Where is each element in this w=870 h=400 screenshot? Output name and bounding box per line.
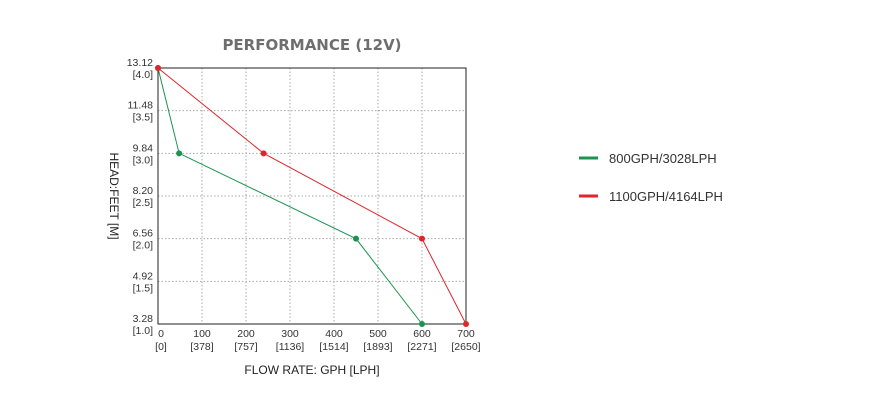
- x-tick-label: 300: [281, 328, 299, 340]
- plot-frame: [157, 67, 467, 325]
- x-tick-label: 500: [369, 328, 387, 340]
- chart-title: PERFORMANCE (12V): [222, 36, 401, 54]
- x-axis-ticks: 0[0] 100[378] 200[757] 300[1136] 400[1514] 50…: [155, 328, 481, 353]
- data-point: [353, 235, 359, 242]
- series-line: [157, 67, 423, 325]
- data-point: [463, 321, 469, 327]
- legend-label: 1100GPH/4164LPH: [609, 189, 723, 204]
- x-axis-label: FLOW RATE: GPH [LPH]: [244, 363, 379, 377]
- x-tick-label: 0: [158, 328, 164, 340]
- series-line: [157, 67, 467, 325]
- x-tick-sublabel: [1893]: [363, 341, 392, 353]
- x-tick-sublabel: [0]: [155, 341, 167, 353]
- y-tick-label: 9.84: [133, 142, 154, 154]
- y-axis-ticks: 13.12[4.0] 11.48[3.5] 9.84[3.0] 8.20[2.5] 6.…: [127, 57, 153, 337]
- y-tick-label: 4.92: [133, 270, 154, 282]
- x-tick-sublabel: [1136]: [276, 341, 304, 353]
- x-tick-sublabel: [757]: [234, 341, 257, 353]
- y-tick-label: 3.28: [133, 313, 154, 325]
- y-tick-sublabel: [1.5]: [133, 282, 154, 294]
- y-tick-label: 13.12: [127, 57, 153, 69]
- y-tick-label: 8.20: [133, 185, 154, 197]
- data-point: [176, 150, 183, 157]
- y-axis-label: HEAD:FEET [M]: [107, 152, 121, 239]
- y-tick-label: 11.48: [128, 100, 154, 112]
- data-point: [260, 150, 267, 157]
- y-tick-sublabel: [4.0]: [133, 69, 154, 81]
- series: [155, 65, 469, 327]
- x-tick-label: 200: [237, 328, 255, 340]
- y-tick-sublabel: [3.5]: [133, 112, 154, 124]
- x-tick-sublabel: [2650]: [451, 341, 480, 353]
- x-tick-sublabel: [1514]: [319, 341, 348, 353]
- y-tick-sublabel: [2.0]: [133, 240, 154, 252]
- x-tick-sublabel: [2271]: [407, 341, 436, 353]
- y-tick-sublabel: [1.0]: [133, 325, 154, 337]
- x-tick-sublabel: [378]: [190, 341, 213, 353]
- data-point: [419, 321, 425, 327]
- x-tick-label: 400: [325, 328, 343, 340]
- x-tick-label: 100: [193, 328, 211, 340]
- data-point: [419, 235, 425, 242]
- y-tick-sublabel: [2.5]: [133, 197, 154, 209]
- y-tick-label: 6.56: [133, 228, 154, 240]
- grid: [158, 68, 466, 324]
- legend-label: 800GPH/3028LPH: [609, 151, 717, 166]
- x-tick-label: 600: [413, 328, 431, 340]
- legend: 800GPH/3028LPH 1100GPH/4164LPH: [579, 151, 723, 204]
- x-tick-label: 700: [457, 328, 475, 340]
- data-point: [155, 65, 161, 71]
- y-tick-sublabel: [3.0]: [133, 154, 154, 166]
